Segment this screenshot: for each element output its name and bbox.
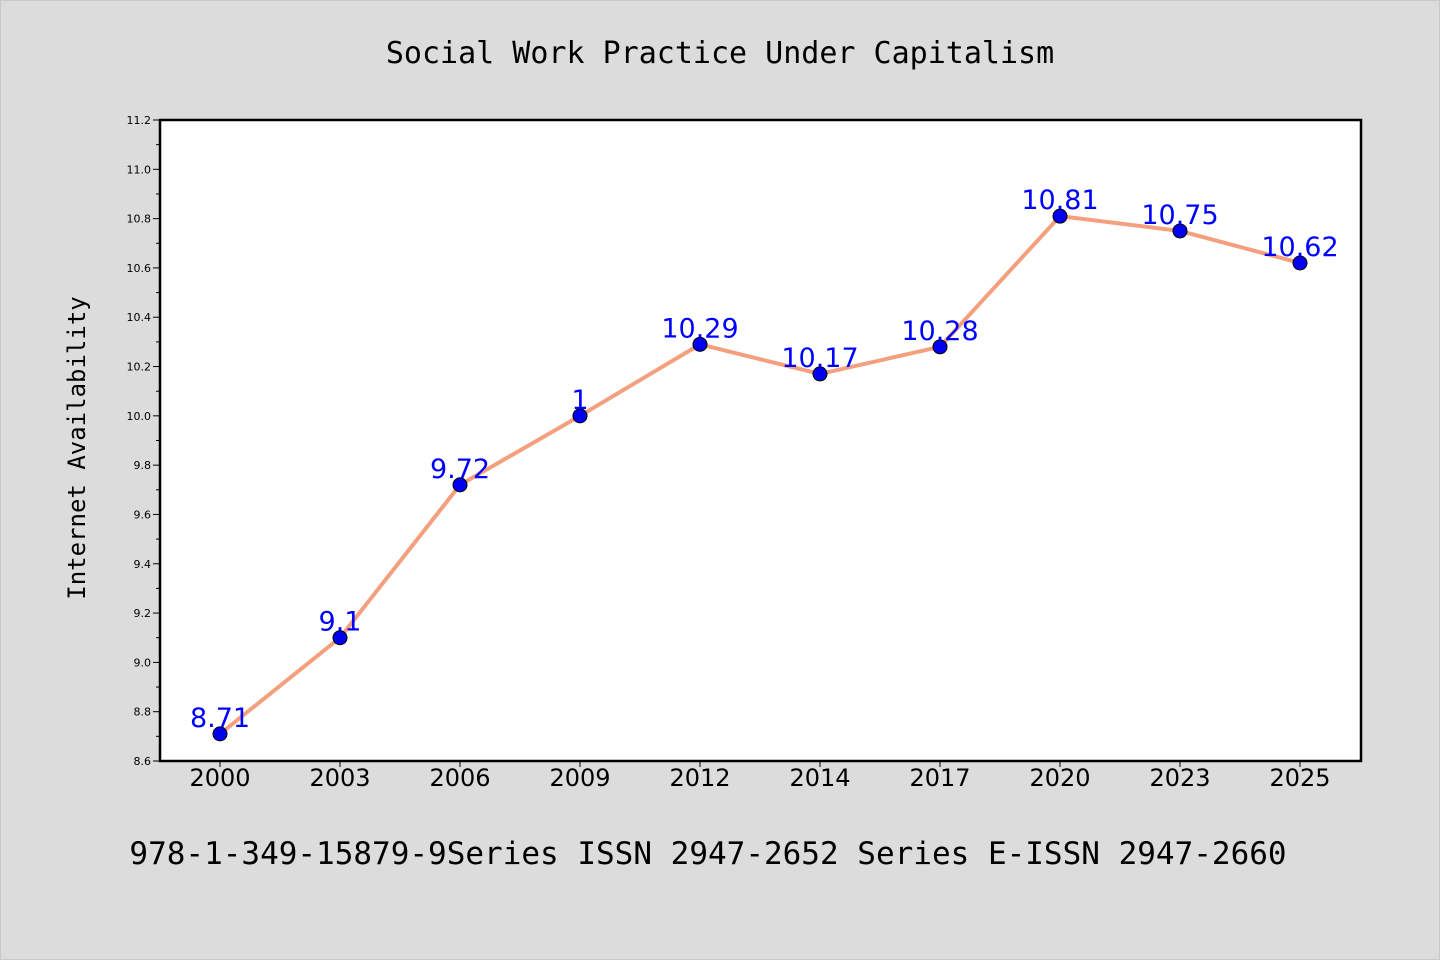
data-label: 8.71 [190,703,250,734]
y-tick-label: 10.0 [127,410,152,423]
x-tick-label: 2023 [1149,764,1210,792]
y-tick-label: 8.8 [134,706,152,719]
x-tick-label: 2012 [669,764,730,792]
data-label: 10.28 [901,316,978,347]
data-label: 10.17 [781,343,858,374]
y-axis-label: Internet Availability [63,296,91,599]
data-label: 10.62 [1261,232,1338,263]
y-tick-label: 9.8 [134,459,152,472]
data-point [1292,255,1308,271]
x-tick-label: 2003 [309,764,370,792]
x-tick-label: 2009 [549,764,610,792]
data-label: 9.72 [430,454,490,485]
y-tick-label: 10.6 [127,262,152,275]
data-point [812,366,828,382]
data-label: 9.1 [319,607,362,638]
data-point [932,339,948,355]
data-label: 10.81 [1021,185,1098,216]
y-tick-label: 9.2 [134,607,152,620]
footer-isbn-text: 978-1-349-15879-9Series ISSN 2947-2652 S… [129,836,1286,872]
data-label: 10.29 [661,313,738,344]
data-point [692,336,708,352]
x-tick-label: 2025 [1269,764,1330,792]
y-axis-ticks: 8.6 8.8 9.0 9.2 9.4 9.6 9.8 10.0 10.2 10.4 10.6 10.… [127,114,160,768]
x-tick-label: 2017 [909,764,970,792]
y-tick-label: 11.2 [127,114,152,127]
y-tick-label: 9.0 [134,656,152,669]
data-markers [212,208,1308,742]
y-tick-label: 9.6 [134,508,152,521]
y-tick-label: 11.0 [127,163,152,176]
x-tick-label: 2014 [789,764,850,792]
series-line-group [218,214,1301,736]
series-line [218,214,1301,736]
x-axis-ticks: 2000 2003 2006 2009 2012 2014 2017 2020 2023 2025 [189,761,1331,792]
y-tick-label: 8.6 [134,755,152,768]
y-tick-label: 10.2 [127,361,152,374]
data-point [1172,223,1188,239]
data-label: 10.75 [1141,200,1218,231]
data-label: 1 [571,385,588,416]
x-tick-label: 2020 [1029,764,1090,792]
data-point [212,726,228,742]
data-point [452,477,468,493]
x-tick-label: 2006 [429,764,490,792]
x-tick-label: 2000 [189,764,250,792]
data-point [332,630,348,646]
chart-title: Social Work Practice Under Capitalism [386,36,1054,71]
data-point [1052,208,1068,224]
data-point [572,408,588,424]
y-tick-label: 10.8 [127,213,152,226]
y-tick-label: 9.4 [134,558,152,571]
data-labels: 8.71 9.1 9.72 1 10.29 10.17 10.28 10.81 10.75 10.… [190,185,1339,734]
y-tick-label: 10.4 [127,311,152,324]
